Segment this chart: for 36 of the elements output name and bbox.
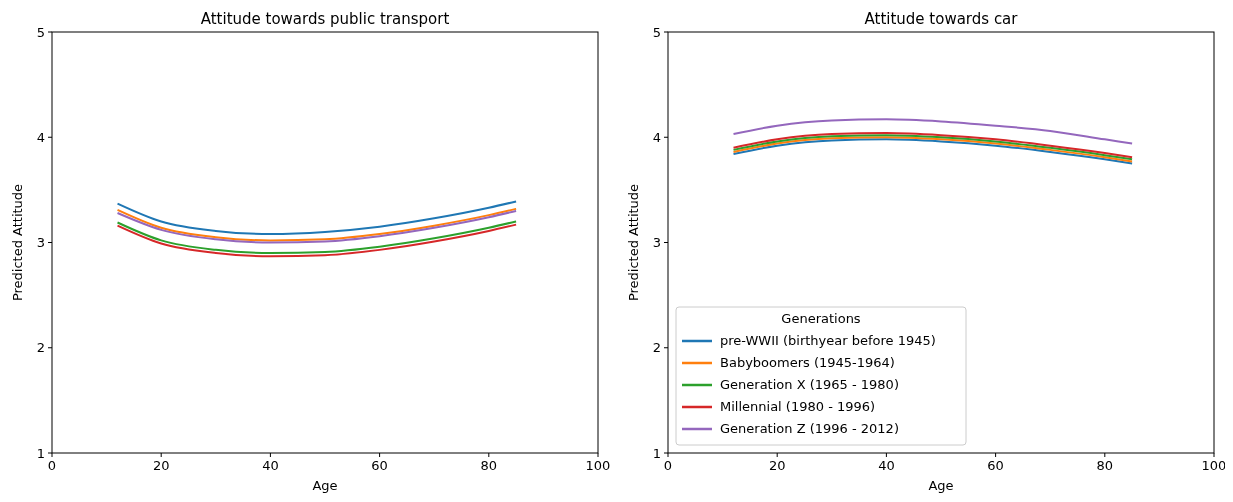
legend-label: Millennial (1980 - 1996) (720, 399, 876, 414)
chart-title: Attitude towards public transport (200, 10, 450, 28)
x-tick-label: 20 (768, 458, 786, 473)
legend-title: Generations (781, 311, 861, 326)
chart-title: Attitude towards car (864, 10, 1019, 28)
y-axis-title: Predicted Attitude (626, 183, 641, 302)
y-tick-label: 4 (36, 129, 45, 145)
x-tick-label: 0 (47, 458, 57, 473)
y-tick-label: 2 (36, 340, 45, 356)
line-series (116, 200, 518, 236)
y-tick-label: 1 (652, 445, 661, 461)
line-series (732, 118, 1134, 145)
x-tick-label: 40 (878, 458, 895, 473)
x-tick-label: 20 (152, 458, 170, 473)
x-tick-label: 40 (262, 458, 279, 473)
y-tick-label: 3 (36, 235, 45, 250)
x-tick-label: 100 (585, 458, 611, 473)
legend-label: Generation X (1965 - 1980) (720, 377, 899, 392)
y-tick-label: 4 (652, 129, 661, 145)
legend-label: pre-WWII (birthyear before 1945) (720, 333, 936, 348)
x-tick-label: 60 (371, 458, 388, 473)
x-tick-label: 100 (1201, 458, 1227, 473)
legend-label: Generation Z (1996 - 2012) (720, 421, 899, 436)
legend-label: Babyboomers (1945-1964) (720, 355, 895, 370)
x-tick-label: 80 (1096, 458, 1114, 473)
y-tick-label: 1 (36, 445, 45, 461)
x-tick-label: 0 (663, 458, 673, 473)
x-axis-title: Age (928, 478, 954, 493)
x-tick-label: 60 (987, 458, 1004, 473)
y-tick-label: 5 (36, 24, 45, 40)
x-axis-title: Age (312, 478, 338, 493)
y-tick-label: 2 (652, 340, 661, 356)
x-tick-label: 80 (480, 458, 498, 473)
y-tick-label: 3 (652, 235, 661, 250)
y-tick-label: 5 (652, 24, 661, 40)
y-axis-title: Predicted Attitude (10, 183, 25, 302)
